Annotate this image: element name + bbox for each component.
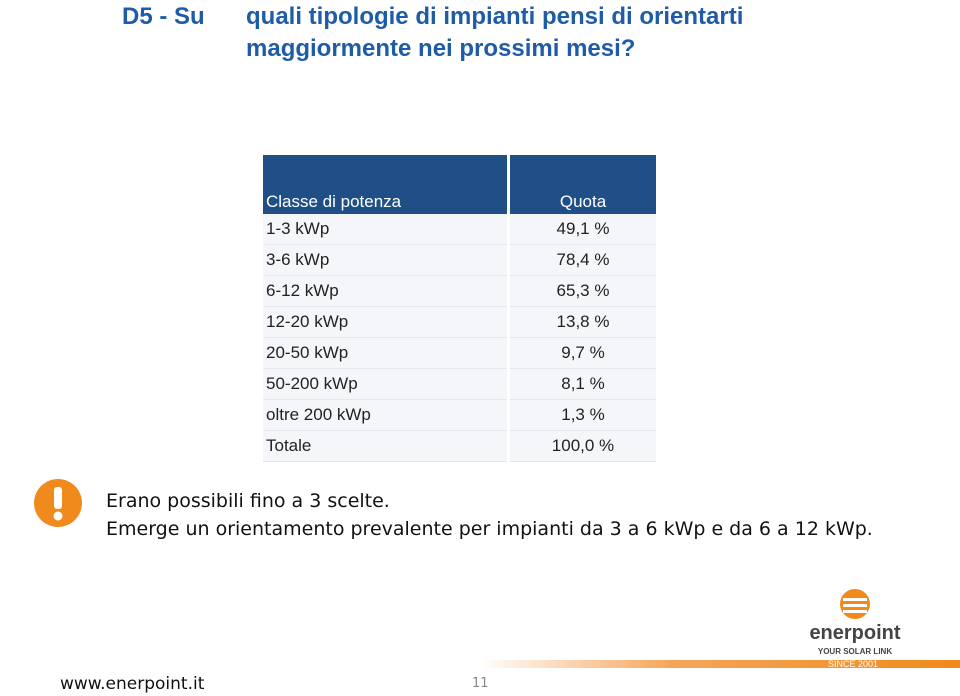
table-cell: oltre 200 kWp: [263, 399, 510, 431]
logo-name: enerpoint: [809, 622, 900, 644]
table-row: 20-50 kWp 9,7 %: [263, 337, 659, 369]
table-cell: 3-6 kWp: [263, 244, 510, 276]
table-cell: 65,3 %: [508, 275, 659, 307]
warning-icon: [34, 479, 82, 527]
table-cell: 12-20 kWp: [263, 306, 510, 338]
table-row: 1-3 kWp 49,1 %: [263, 214, 659, 245]
table-cell: 50-200 kWp: [263, 368, 510, 400]
table-cell: 100,0 %: [508, 430, 659, 462]
table-row: 12-20 kWp 13,8 %: [263, 306, 659, 338]
table-cell: 6-12 kWp: [263, 275, 510, 307]
slide-title-line: maggiormente nei prossimi mesi?: [246, 35, 636, 62]
table-cell: 1-3 kWp: [263, 214, 510, 245]
table-cell: 49,1 %: [508, 214, 659, 245]
footer-url: www.enerpoint.it: [60, 674, 205, 694]
table-cell: 20-50 kWp: [263, 337, 510, 369]
note: Erano possibili fino a 3 scelte.: [106, 490, 390, 512]
column-header: Classe di potenza: [263, 155, 510, 214]
slide-code: D5 - Su: [122, 3, 205, 30]
logo-tagline: YOUR SOLAR LINK: [818, 647, 892, 656]
logo: enerpoint YOUR SOLAR LINK: [809, 589, 901, 656]
footer-bar: [480, 660, 960, 668]
slide-title-line: quali tipologie di impianti pensi di ori…: [246, 3, 744, 30]
table-row: Totale 100,0 %: [263, 430, 659, 462]
table-row: 6-12 kWp 65,3 %: [263, 275, 659, 307]
table: Classe di potenza Quota 1-3 kWp 49,1 % 3-6…: [263, 155, 659, 462]
table-cell: 1,3 %: [508, 399, 659, 431]
table-cell: 8,1 %: [508, 368, 659, 400]
page-number: 11: [472, 676, 489, 691]
table-cell: Totale: [263, 430, 510, 462]
note: Emerge un orientamento prevalente per im…: [106, 518, 873, 540]
table-cell: 9,7 %: [508, 337, 659, 369]
table-row: 3-6 kWp 78,4 %: [263, 244, 659, 276]
column-header: Quota: [508, 155, 659, 214]
table-row: oltre 200 kWp 1,3 %: [263, 399, 659, 431]
table-row: 50-200 kWp 8,1 %: [263, 368, 659, 400]
table-cell: 13,8 %: [508, 306, 659, 338]
logo-since: SINCE 2001: [828, 659, 879, 669]
table-cell: 78,4 %: [508, 244, 659, 276]
